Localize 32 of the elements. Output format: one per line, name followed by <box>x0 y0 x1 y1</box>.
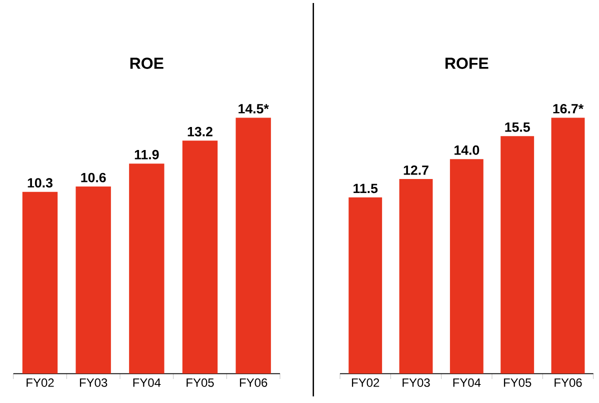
chart-title: ROFE <box>446 58 488 69</box>
data-label: 14.0 <box>454 145 480 155</box>
x-tick-label: FY03 <box>402 378 430 387</box>
x-tick-label: FY05 <box>504 378 532 387</box>
chart-title: ROE <box>130 58 164 69</box>
bar <box>129 164 164 374</box>
x-tick-label: FY04 <box>133 378 161 387</box>
data-label: 10.6 <box>81 172 106 182</box>
data-label: 10.3 <box>28 178 52 188</box>
bar <box>551 118 585 374</box>
x-tick-label: FY03 <box>80 378 108 387</box>
x-tick-label: FY02 <box>352 378 380 387</box>
bar <box>22 192 58 374</box>
data-label: 15.5 <box>505 122 530 132</box>
bar <box>450 159 484 374</box>
bar <box>236 118 271 374</box>
x-tick-label: FY06 <box>554 378 582 387</box>
x-tick-label: FY05 <box>186 378 214 387</box>
bar <box>182 140 218 374</box>
bar <box>348 197 382 374</box>
bar <box>399 179 433 374</box>
data-label: 12.7 <box>404 165 428 175</box>
x-tick-label: FY02 <box>26 378 54 387</box>
bar <box>500 136 534 374</box>
data-label: 16.7* <box>553 104 584 114</box>
data-label: 11.9 <box>134 150 159 160</box>
x-tick-label: FY06 <box>240 378 268 387</box>
data-label: 13.2 <box>188 126 212 136</box>
x-tick-label: FY04 <box>453 378 481 387</box>
data-label: 11.5 <box>354 184 378 194</box>
data-label: 14.5* <box>238 104 269 114</box>
bar <box>76 186 111 374</box>
